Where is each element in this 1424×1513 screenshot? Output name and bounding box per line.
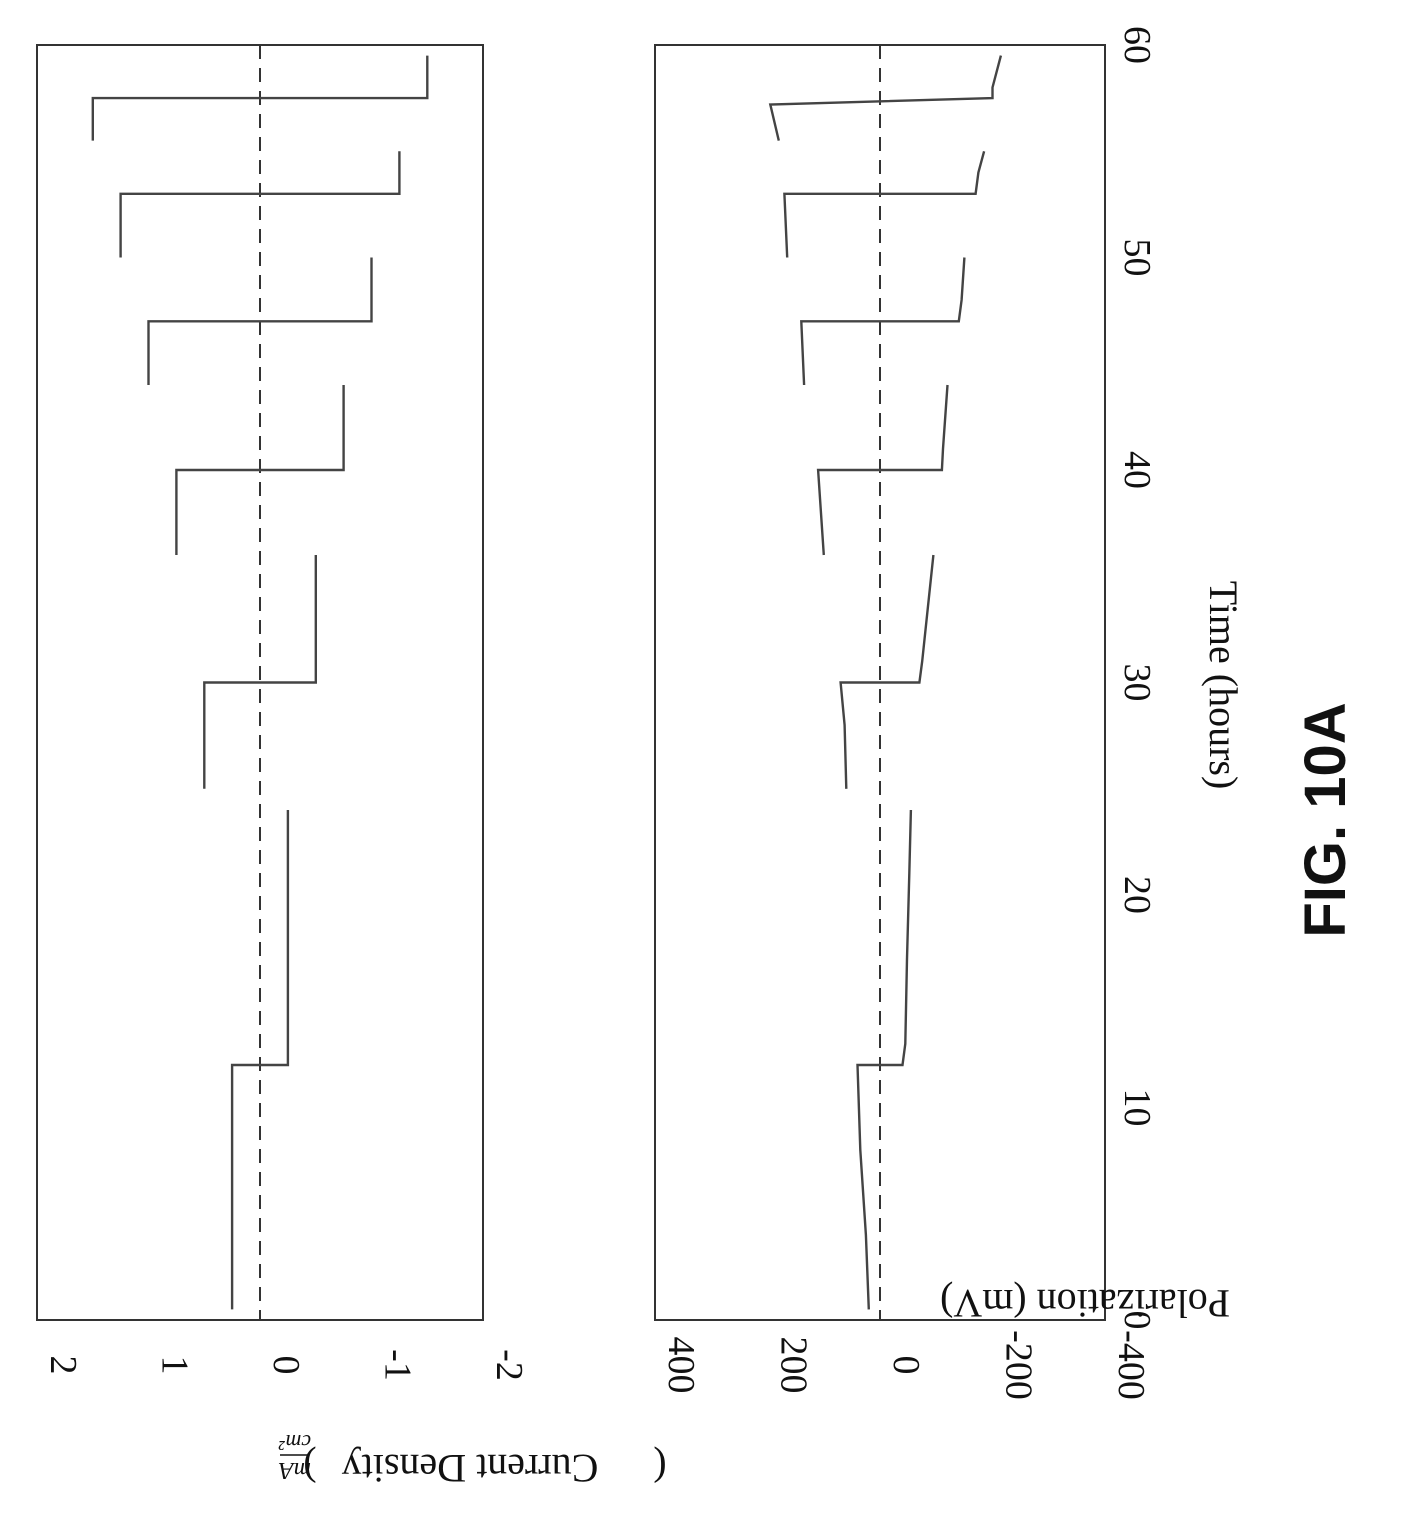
y-tick-label: 2 <box>42 1356 84 1375</box>
series-segment <box>768 55 1003 141</box>
y-axis-unit-numerator: mA <box>279 1457 311 1483</box>
y-axis-label: Polarization (mV) <box>940 1281 1230 1326</box>
series-segment <box>147 257 373 385</box>
series-segment <box>839 554 935 789</box>
series-segment <box>203 555 317 789</box>
x-tick-label: 20 <box>1116 876 1158 914</box>
x-tick-label: 50 <box>1116 239 1158 277</box>
y-tick-label: 1 <box>154 1356 196 1375</box>
polarization-panel: 400 200 0 -200 -400 0 10 20 30 40 50 60 Polarizati… <box>654 26 1246 1400</box>
series-marks <box>768 55 1003 1310</box>
series-segment <box>856 809 913 1310</box>
y-tick-label: 200 <box>773 1337 815 1394</box>
series-segment <box>230 810 290 1310</box>
x-tick-label: 30 <box>1116 664 1158 702</box>
y-tick-label: 0 <box>885 1356 927 1375</box>
y-tick-label: 0 <box>265 1356 307 1375</box>
x-tick-label: 0 <box>1116 1311 1158 1330</box>
x-tick-label: 40 <box>1116 451 1158 489</box>
x-tick-labels: 0 10 20 30 40 50 60 <box>1116 26 1158 1330</box>
y-tick-label: -400 <box>1110 1330 1152 1400</box>
figure-label: FIG. 10A <box>1293 702 1358 937</box>
x-tick-label: 10 <box>1116 1089 1158 1127</box>
y-axis-label-paren-close: ) <box>303 1446 316 1491</box>
y-tick-labels: 400 200 0 -200 -400 <box>660 1330 1152 1400</box>
series-segment <box>783 150 986 258</box>
y-tick-label: 400 <box>660 1337 702 1394</box>
y-axis-unit-denominator: cm² <box>278 1430 311 1455</box>
series-segment <box>119 151 401 258</box>
series-segment <box>175 385 345 555</box>
x-axis-label: Time (hours) <box>1201 581 1246 790</box>
y-axis-label: Current Density ( ) mA cm² <box>278 1430 666 1491</box>
y-axis-label-text: Current Density <box>342 1446 599 1491</box>
series-segment <box>816 384 949 556</box>
series-segment <box>91 55 429 141</box>
y-tick-label: -200 <box>998 1330 1040 1400</box>
series-marks <box>91 55 429 1310</box>
y-tick-labels: 2 1 0 -1 -2 <box>42 1349 530 1381</box>
current-density-panel: 2 1 0 -1 -2 Current Density ( ) mA cm² <box>36 44 667 1491</box>
x-tick-label: 60 <box>1116 26 1158 64</box>
y-tick-label: -2 <box>488 1349 530 1381</box>
series-segment <box>800 257 966 386</box>
y-tick-label: -1 <box>377 1349 419 1381</box>
y-axis-label-paren-open: ( <box>653 1446 666 1491</box>
